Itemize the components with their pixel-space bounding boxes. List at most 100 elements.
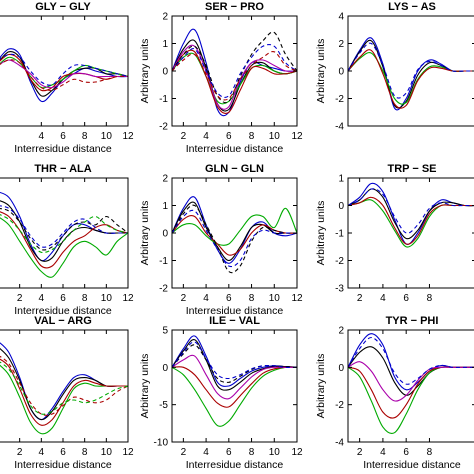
x-tick-label: 4	[380, 447, 386, 458]
y-tick-label: -2	[335, 256, 344, 267]
series-line-5	[0, 59, 128, 89]
x-tick-label: 12	[122, 293, 134, 304]
series-line-3	[0, 217, 128, 278]
y-tick-label: -2	[335, 94, 344, 105]
series-line-2	[172, 339, 297, 391]
series-line-6	[0, 53, 128, 86]
panel-title: TYR − PHI	[386, 315, 439, 327]
series-group	[348, 182, 474, 248]
y-axis-label: Arbitrary units	[139, 354, 151, 419]
series-line-2	[348, 188, 474, 240]
x-tick-label: 8	[82, 293, 88, 304]
x-tick-label: 6	[226, 131, 232, 142]
x-axis-label: Interresidue distance	[14, 459, 112, 471]
series-line-3	[348, 366, 474, 435]
series-line-5	[0, 355, 128, 416]
x-tick-label: 4	[39, 293, 45, 304]
series-line-8	[172, 50, 297, 101]
x-tick-label: 10	[269, 447, 281, 458]
axes-box	[0, 15, 129, 127]
chart-panel-3: -4 -2 0 2 4 LYS − AS Arbitrary units	[315, 1, 474, 133]
series-line-4	[172, 49, 297, 114]
x-tick-label: 4	[380, 293, 386, 304]
x-tick-label: 12	[291, 447, 303, 458]
series-line-6	[348, 336, 474, 385]
panel-title: VAL − ARG	[34, 315, 92, 327]
x-tick-label: 4	[203, 447, 209, 458]
series-line-5	[0, 208, 128, 251]
panel-title: THR − ALA	[34, 163, 91, 175]
y-tick-label: -1	[159, 94, 168, 105]
series-group	[0, 191, 128, 278]
x-tick-label: 2	[17, 447, 23, 458]
chart-panel-8: 2 4 6 8 10 12 -10 -5 0 5 ILE − VAL Interresidue dis…	[139, 315, 303, 471]
axes-box	[347, 329, 474, 443]
series-line-3	[348, 199, 474, 248]
chart-panel-6: 2 4 6 8 -3 -2 -1 0 1 TRP − SE Arbitrary units	[315, 163, 474, 304]
series-line-3	[172, 207, 297, 246]
x-tick-label: 4	[203, 131, 209, 142]
x-tick-label: 2	[17, 293, 23, 304]
series-group	[0, 48, 128, 103]
series-line-4	[0, 211, 128, 269]
series-line-7	[0, 59, 128, 91]
y-tick-label: 0	[338, 201, 344, 212]
x-tick-label: 6	[226, 293, 232, 304]
x-tick-label: 8	[82, 447, 88, 458]
y-tick-label: 0	[338, 363, 344, 374]
y-tick-label: -4	[335, 122, 344, 133]
y-tick-label: -2	[335, 400, 344, 411]
x-axis-label: Interresidue distance	[14, 305, 112, 317]
y-tick-label: 4	[338, 12, 344, 23]
x-tick-label: 10	[101, 131, 113, 142]
series-line-7	[172, 43, 297, 98]
series-group	[0, 342, 128, 435]
x-tick-label: 8	[427, 293, 433, 304]
chart-panel-7: 2 4 6 8 10 12 VAL − ARG Interresidue distance	[0, 315, 134, 471]
series-line-6	[0, 205, 128, 248]
y-axis-label: Arbitrary units	[315, 354, 327, 419]
y-tick-label: -2	[159, 122, 168, 133]
series-line-6	[172, 31, 297, 104]
x-tick-label: 6	[403, 447, 409, 458]
series-line-2	[0, 200, 128, 262]
series-line-6	[0, 361, 128, 415]
x-tick-label: 12	[291, 131, 303, 142]
x-tick-label: 10	[101, 293, 113, 304]
y-tick-label: -3	[335, 284, 344, 295]
y-tick-label: -1	[335, 229, 344, 240]
y-tick-label: 5	[162, 326, 168, 337]
series-line-1	[348, 37, 474, 111]
x-tick-label: 8	[82, 131, 88, 142]
series-group	[348, 333, 474, 435]
y-tick-label: 2	[338, 326, 344, 337]
series-line-5	[172, 204, 297, 274]
x-tick-label: 12	[122, 131, 134, 142]
panel-title: GLN − GLN	[205, 163, 264, 175]
series-line-3	[172, 366, 297, 427]
x-axis-label: Interresidue distance	[186, 143, 284, 155]
series-line-4	[0, 358, 128, 426]
axes-box	[171, 177, 298, 289]
x-tick-label: 4	[203, 293, 209, 304]
y-tick-label: -4	[335, 438, 344, 449]
y-tick-label: 2	[338, 39, 344, 50]
x-tick-label: 2	[357, 293, 363, 304]
x-tick-label: 2	[357, 447, 363, 458]
panel-title: ILE − VAL	[209, 315, 260, 327]
x-tick-label: 2	[181, 293, 187, 304]
y-tick-label: -5	[159, 400, 168, 411]
y-tick-label: 1	[162, 201, 168, 212]
y-tick-label: 2	[162, 12, 168, 23]
x-tick-label: 6	[403, 293, 409, 304]
y-tick-label: -10	[154, 438, 169, 449]
y-tick-label: 0	[338, 67, 344, 78]
x-tick-label: 10	[101, 447, 113, 458]
series-line-4	[348, 49, 474, 109]
series-line-5	[172, 354, 297, 400]
x-tick-label: 2	[181, 131, 187, 142]
chart-panel-9: 2 4 6 8 -4 -2 0 2 TYR − PHI Interresidue distance…	[315, 315, 474, 471]
